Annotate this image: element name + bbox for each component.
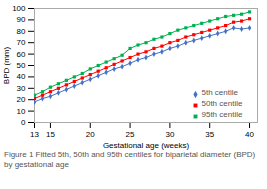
svg-text:BPD (mm): BPD (mm): [2, 47, 11, 85]
svg-text:90: 90: [17, 15, 26, 24]
svg-text:50: 50: [17, 61, 26, 70]
svg-text:100: 100: [12, 4, 26, 13]
svg-text:30: 30: [165, 130, 174, 139]
svg-text:15: 15: [46, 130, 55, 139]
svg-text:50th centile: 50th centile: [202, 99, 243, 108]
svg-text:20: 20: [86, 130, 95, 139]
svg-text:30: 30: [17, 84, 26, 93]
svg-text:25: 25: [126, 130, 135, 139]
svg-text:95th centile: 95th centile: [202, 110, 243, 119]
svg-text:10: 10: [17, 107, 26, 116]
svg-text:35: 35: [205, 130, 214, 139]
svg-text:0: 0: [21, 118, 26, 127]
svg-text:70: 70: [17, 38, 26, 47]
svg-text:40: 40: [17, 72, 26, 81]
svg-text:60: 60: [17, 50, 26, 59]
svg-text:20: 20: [17, 95, 26, 104]
svg-text:40: 40: [245, 130, 254, 139]
svg-text:Gestational age (weeks): Gestational age (weeks): [103, 141, 190, 150]
svg-text:80: 80: [17, 27, 26, 36]
html-text:Figure 1 Fitted 5th, 50th and: Figure 1 Fitted 5th, 50th and 95th centi…: [4, 150, 256, 169]
svg-text:13: 13: [30, 130, 39, 139]
svg-text:5th centile: 5th centile: [202, 88, 239, 97]
